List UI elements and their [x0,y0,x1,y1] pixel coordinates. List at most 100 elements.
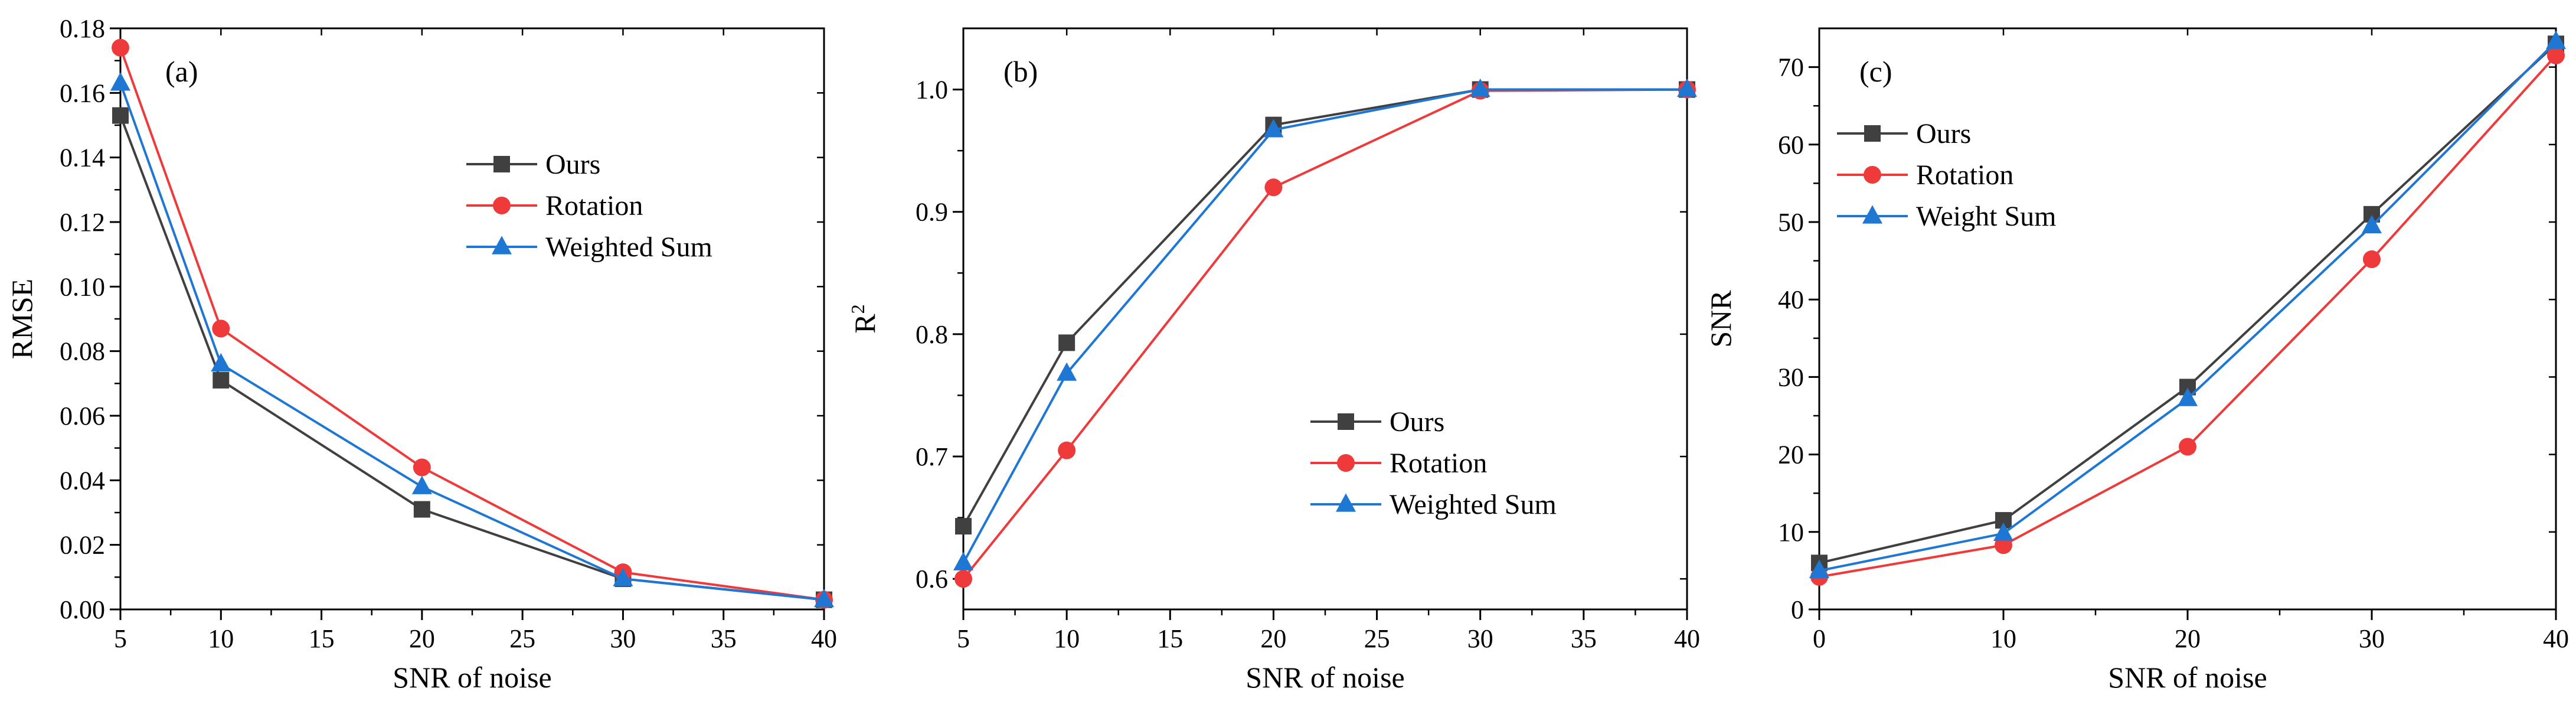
y-tick-label: 0.08 [60,337,105,366]
data-point [411,475,432,494]
legend-label: Rotation [545,190,643,221]
legend-label: Weighted Sum [545,231,712,263]
plot-frame [119,27,825,611]
data-point [1264,178,1283,197]
series-rotation [1810,46,2565,586]
y-tick-label: 0.8 [916,320,948,349]
legend-label: Weighted Sum [1390,489,1557,520]
series-weight-sum [1809,30,2566,578]
y-tick-label: 20 [1778,441,1804,469]
data-point [1470,78,1490,97]
data-point [112,38,129,57]
x-tick-label: 40 [2543,624,2569,653]
legend-marker [492,236,512,255]
legend-marker [1336,493,1356,512]
panel-label: (c) [1859,55,1892,88]
y-tick-label: 10 [1778,518,1804,547]
y-tick-label: 70 [1778,53,1804,82]
data-point [413,501,430,518]
y-tick-label: 40 [1778,285,1804,314]
legend-marker [1862,205,1882,224]
data-point [112,107,129,124]
y-tick-label: 0.9 [916,198,948,227]
y-tick-label: 0.06 [60,402,105,430]
data-point [1058,441,1076,459]
data-point [110,72,130,91]
series-ours [1811,35,2564,572]
series-line [119,115,825,601]
x-axis-label: SNR of noise [2108,661,2267,694]
x-tick-label: 20 [2175,624,2201,653]
y-axis-label: R2 [847,304,881,333]
legend-label: Ours [1916,118,1971,149]
x-tick-label: 10 [1990,624,2016,653]
legend-label: Rotation [1916,159,2013,191]
data-point [1263,119,1284,138]
y-tick-label: 0.10 [60,272,105,301]
data-point [413,458,431,477]
chart-panel-1: 5 10 15 20 25 30 35 40 0.00 0.02 0.04 0.06 0.08 0.10 0… [5,14,837,694]
y-tick-label: 50 [1778,208,1804,237]
data-point [954,570,972,588]
data-point [814,589,834,608]
legend-marker [493,156,510,172]
series-weighted-sum [110,72,834,608]
x-axis-label: SNR of noise [393,661,551,694]
data-point [2547,46,2565,64]
data-point [1677,78,1697,97]
legend-marker [1864,166,1881,184]
x-tick-label: 30 [610,624,636,653]
data-point [2362,214,2382,234]
x-tick-label: 25 [1364,624,1390,653]
legend-label: Ours [1390,406,1444,438]
data-point [955,518,972,535]
x-tick-label: 35 [711,624,737,653]
y-tick-label: 0.6 [916,565,948,593]
x-tick-label: 40 [811,624,837,653]
legend-label: Ours [545,149,600,180]
data-point [1809,559,1829,578]
y-tick-label: 0.00 [60,595,105,624]
panel-label: (a) [165,55,198,88]
legend-label: Rotation [1390,448,1487,479]
data-point [212,319,230,338]
panel-label: (b) [1003,55,1038,88]
series-rotation [954,80,1696,588]
legend-marker [1338,413,1354,430]
data-point [2546,30,2566,49]
legend: Ours Rotation Weighted Sum [1310,406,1557,520]
y-tick-label: 0.12 [60,208,105,237]
legend-marker [493,197,511,214]
y-tick-label: 0.14 [60,143,105,172]
series-line [962,88,1687,564]
y-tick-label: 0.18 [60,14,105,43]
data-point [953,552,973,570]
data-point [211,353,231,372]
x-axis-label: SNR of noise [1245,661,1404,694]
y-tick-label: 0 [1791,595,1804,624]
y-tick-label: 0.16 [60,79,105,107]
series-line [119,83,825,601]
x-tick-label: 40 [1674,624,1700,653]
legend-marker [1337,454,1355,472]
chart-panel-3: 0 10 20 30 40 0 10 20 30 40 50 60 70 SNR of noise SNR (… [1704,27,2569,694]
y-tick-label: 60 [1778,131,1804,159]
y-tick-label: 1.0 [916,76,948,105]
data-point [613,568,633,586]
data-point [1057,362,1077,381]
y-tick-label: 0.7 [916,442,948,471]
data-point [1058,334,1075,351]
x-tick-label: 15 [1157,624,1183,653]
data-point [2178,387,2198,406]
x-tick-label: 5 [114,624,127,653]
y-axis-label: SNR [1704,290,1737,348]
x-tick-label: 0 [1813,624,1826,653]
legend: Ours Rotation Weighted Sum [466,149,712,263]
series-rotation [112,38,833,609]
x-tick-label: 30 [2359,624,2385,653]
y-tick-label: 0.02 [60,531,105,560]
series-ours [955,81,1695,535]
x-tick-label: 15 [309,624,335,653]
plot-frame [1818,27,2557,611]
